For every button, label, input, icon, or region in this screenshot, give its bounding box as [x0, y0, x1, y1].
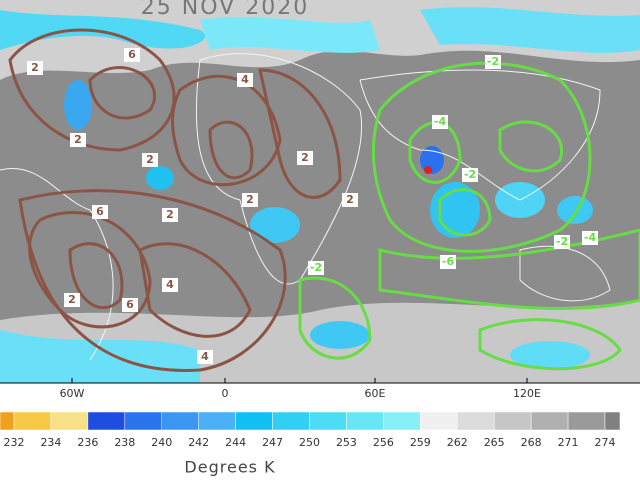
colorbar-label: 259	[410, 436, 431, 449]
colorbar-label: 238	[114, 436, 135, 449]
contour-label: 2	[74, 133, 82, 146]
longitude-label: 0	[222, 387, 229, 400]
contour-label-bg	[70, 133, 86, 147]
colorbar-swatch	[235, 411, 273, 431]
contour-label-bg	[162, 208, 178, 222]
colorbar-swatch	[13, 411, 52, 431]
contour-label: 6	[128, 48, 136, 61]
colorbar-swatch	[124, 411, 162, 431]
contour-label-bg	[432, 115, 448, 129]
colorbar-swatch	[383, 411, 421, 431]
colorbar-label: 236	[77, 436, 98, 449]
longitude-axis: 60W 0 60E 120E	[60, 378, 541, 400]
contour-labels: 2 6 4 2 2 2 2 6 2 2 4 6 2 4 -2 -4 -2 -6 -2 -4 -2	[27, 48, 598, 364]
contour-label: 6	[126, 298, 134, 311]
contour-label: 2	[246, 193, 254, 206]
colorbar-swatch	[161, 411, 199, 431]
colorbar-label: 232	[4, 436, 25, 449]
contour-label-bg	[582, 231, 598, 245]
colorbar-label: 250	[299, 436, 320, 449]
contour-label-bg	[242, 193, 258, 207]
contour-label-bg	[440, 255, 456, 269]
colorbar-swatch	[87, 411, 126, 431]
colorbar-label: 247	[262, 436, 283, 449]
contour-label-bg	[554, 235, 570, 249]
colorbar-label: 262	[447, 436, 468, 449]
colorbar-swatch	[272, 411, 310, 431]
contour-label: 4	[201, 350, 209, 363]
map-title: 25 NOV 2020	[141, 0, 309, 20]
colorbar-swatch	[530, 411, 569, 431]
colorbar-swatch	[50, 411, 89, 431]
colorbar-swatch	[604, 411, 621, 431]
colorbar-label: 256	[373, 436, 394, 449]
longitude-label: 60W	[60, 387, 85, 400]
longitude-label: 120E	[513, 387, 541, 400]
contour-label: 2	[31, 61, 39, 74]
contour-label: 2	[146, 153, 154, 166]
colorbar-label: 265	[484, 436, 505, 449]
colorbar-label: 244	[225, 436, 246, 449]
contour-label-bg	[297, 151, 313, 165]
contour-label: -4	[434, 115, 447, 128]
colorbar-swatch	[309, 411, 347, 431]
contour-label: -6	[442, 255, 455, 268]
contour-label-bg	[27, 61, 43, 75]
contour-label-bg	[197, 350, 213, 364]
colorbar-swatch	[567, 411, 606, 431]
contour-label: -2	[556, 235, 568, 248]
contour-label: -2	[310, 261, 322, 274]
colorbar-swatch	[493, 411, 532, 431]
longitude-label: 60E	[365, 387, 386, 400]
contour-label: 2	[166, 208, 174, 221]
colorbar: 232 234 236 238 240 242 244 247 250 253 256 259 262 2…	[0, 411, 621, 449]
colorbar-label: 240	[151, 436, 172, 449]
contour-label: 4	[241, 73, 249, 86]
contour-label-bg	[462, 168, 478, 182]
colorbar-label: 271	[558, 436, 579, 449]
contour-label: 2	[68, 293, 76, 306]
contour-label: 4	[166, 278, 174, 291]
contour-label-bg	[237, 73, 253, 87]
contour-label: 6	[96, 205, 104, 218]
contour-label: 2	[301, 151, 309, 164]
contour-label: -4	[584, 231, 597, 244]
colorbar-label: 234	[40, 436, 61, 449]
contour-label-bg	[162, 278, 178, 292]
contour-label-bg	[122, 298, 138, 312]
colorbar-label: 268	[521, 436, 542, 449]
contour-label-bg	[92, 205, 108, 219]
colorbar-label: 274	[595, 436, 616, 449]
contour-label-bg	[485, 55, 501, 69]
colorbar-swatch	[0, 411, 15, 431]
contour-label-bg	[142, 153, 158, 167]
colorbar-swatch	[420, 411, 458, 431]
colorbar-swatch	[198, 411, 236, 431]
colorbar-title: Degrees K	[184, 458, 275, 477]
contour-label-bg	[124, 48, 140, 62]
contour-label: 2	[346, 193, 354, 206]
contour-label-bg	[64, 293, 80, 307]
contour-label: -2	[464, 168, 476, 181]
contour-label-bg	[308, 261, 324, 275]
contour-label: -2	[487, 55, 499, 68]
colorbar-swatch	[457, 411, 495, 431]
colorbar-label: 242	[188, 436, 209, 449]
contour-label-bg	[342, 193, 358, 207]
colorbar-swatch	[346, 411, 384, 431]
colorbar-label: 253	[336, 436, 357, 449]
